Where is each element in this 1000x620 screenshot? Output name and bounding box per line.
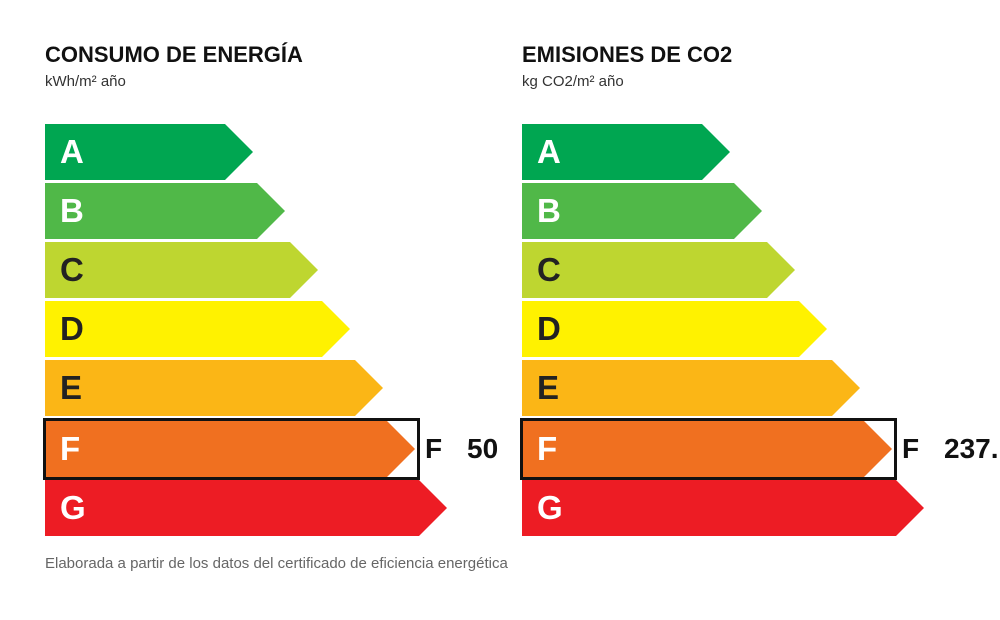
emissions-bar-a-label: A (537, 133, 561, 170)
energy-title: CONSUMO DE ENERGÍA (45, 42, 303, 67)
emissions-bar-d: D (522, 301, 827, 357)
footnote: Elaborada a partir de los datos del cert… (45, 555, 508, 572)
emissions-bar-g: G (522, 480, 924, 536)
energy-bar-e-label: E (60, 369, 83, 406)
emissions-bar-f-label: F (537, 430, 558, 467)
emissions-bar-d-label: D (537, 310, 561, 347)
emissions-unit: kg CO2/m² año (522, 73, 624, 90)
emissions-bar-c: C (522, 242, 795, 298)
emissions-rating-letter: F (902, 433, 920, 464)
emissions-rating-value: 237. (944, 433, 999, 464)
emissions-bar-g-label: G (537, 489, 563, 526)
energy-bar-d: D (45, 301, 350, 357)
energy-bar-c-label: C (60, 251, 84, 288)
emissions-bar-a: A (522, 124, 730, 180)
emissions-bar-e-label: E (537, 369, 560, 406)
energy-bar-d-label: D (60, 310, 84, 347)
energy-bar-f: F (45, 421, 415, 477)
energy-bar-f-label: F (60, 430, 81, 467)
energy-unit: kWh/m² año (45, 73, 126, 90)
emissions-bar-c-label: C (537, 251, 561, 288)
energy-rating-value: 50 (467, 433, 499, 464)
energy-bar-e: E (45, 360, 383, 416)
energy-bar-c: C (45, 242, 318, 298)
emissions-bar-b: B (522, 183, 762, 239)
energy-bar-g-label: G (60, 489, 86, 526)
emissions-title: EMISIONES DE CO2 (522, 42, 733, 67)
emissions-bar-e: E (522, 360, 860, 416)
energy-rating-letter: F (425, 433, 443, 464)
energy-bar-a: A (45, 124, 253, 180)
energy-bar-a-label: A (60, 133, 84, 170)
energy-bar-g: G (45, 480, 447, 536)
emissions-bar-f: F (522, 421, 892, 477)
emissions-bar-b-label: B (537, 192, 561, 229)
energy-bar-b: B (45, 183, 285, 239)
energy-bar-b-label: B (60, 192, 84, 229)
